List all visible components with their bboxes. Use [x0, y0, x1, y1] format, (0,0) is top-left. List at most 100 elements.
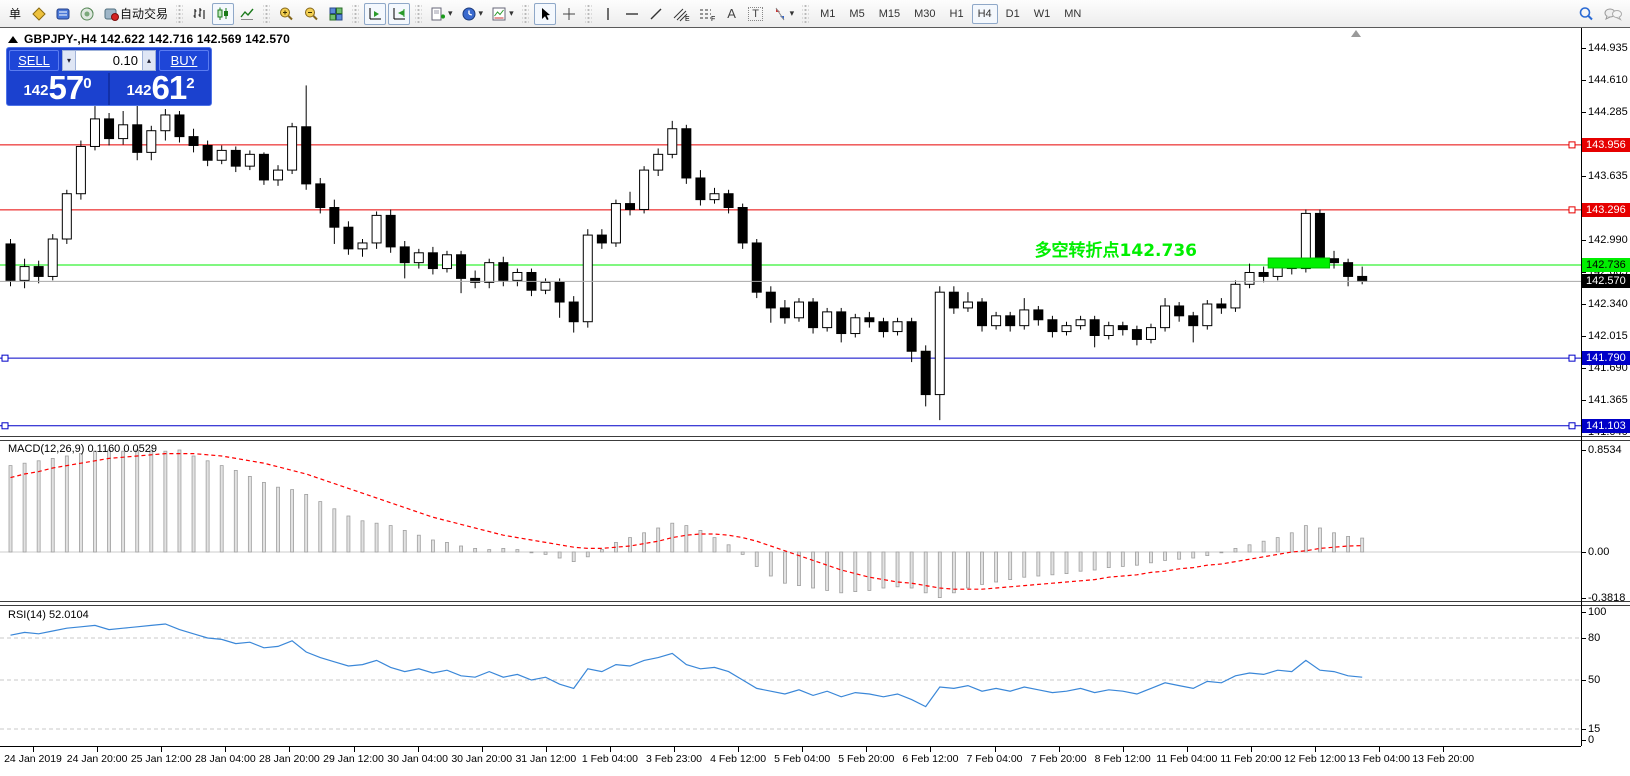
time-label: 6 Feb 12:00 [902, 753, 959, 765]
vertical-line-button[interactable] [597, 3, 619, 25]
profiles-button[interactable] [52, 3, 74, 25]
chart-shift-icon [369, 7, 382, 19]
candles[interactable] [5, 61, 1368, 421]
timeframe-button-M1[interactable]: M1 [820, 7, 836, 20]
volume-decrease-button[interactable]: ▾ [62, 50, 76, 71]
timeframe-button-M30[interactable]: M30 [914, 7, 936, 20]
cursor-button[interactable] [533, 2, 556, 25]
buy-price[interactable]: 142 61 2 [110, 71, 211, 105]
bull-candle [287, 126, 298, 171]
line-handle[interactable] [1568, 206, 1576, 214]
time-label: 25 Jan 12:00 [130, 753, 192, 765]
chat-button[interactable] [1600, 3, 1626, 25]
bull-candle [582, 234, 593, 323]
toolbar-grip [352, 4, 360, 23]
time-label: 24 Jan 20:00 [66, 753, 128, 765]
search-button[interactable] [1575, 3, 1598, 25]
main-chart-pane[interactable] [0, 28, 1630, 436]
macd-tick-dash [1581, 552, 1586, 553]
volume-increase-button[interactable]: ▴ [142, 50, 156, 71]
time-tick [994, 747, 996, 752]
macd-signal-line [10, 453, 1363, 590]
buy-button[interactable]: BUY [159, 50, 209, 71]
collapse-triangle-icon[interactable] [8, 35, 18, 43]
bear-candle [1314, 212, 1325, 260]
indicators-button[interactable]: ▾ [427, 3, 456, 25]
timeframe-button-H1[interactable]: H1 [949, 7, 964, 20]
templates-button[interactable]: ▾ [488, 3, 517, 25]
candlestick-chart-button[interactable] [212, 2, 235, 25]
chart-shift-button[interactable] [364, 2, 387, 25]
trendline-button[interactable] [645, 3, 667, 25]
vertical-line-icon [606, 7, 609, 20]
arrows-tool-button[interactable]: ▾ [769, 3, 798, 25]
bear-candle [470, 277, 481, 283]
macd-pane[interactable] [0, 441, 1630, 601]
autotrading-button[interactable]: 自动交易 [100, 3, 171, 25]
zoom-out-button[interactable] [300, 3, 323, 25]
channel-button[interactable]: E [669, 3, 693, 25]
toolbar-grip [176, 4, 184, 23]
timeframe-button-M15[interactable]: M15 [878, 7, 901, 20]
bar-chart-button[interactable] [188, 3, 210, 25]
line-handle[interactable] [1568, 354, 1576, 362]
bull-candle [1145, 327, 1156, 340]
text-label-icon: T [748, 6, 763, 21]
new-order-button[interactable]: 单 [4, 3, 26, 25]
volume-input[interactable] [76, 50, 142, 71]
text-tool-button[interactable]: A [721, 3, 743, 25]
time-tick [930, 747, 932, 752]
sell-button[interactable]: SELL [9, 50, 59, 71]
time-label: 7 Feb 04:00 [966, 753, 1023, 765]
bear-candle [315, 183, 326, 209]
bull-candle [653, 153, 664, 171]
line-handle[interactable] [1568, 422, 1576, 430]
crosshair-icon [562, 7, 575, 20]
line-handle[interactable] [1568, 141, 1576, 149]
fibonacci-button[interactable]: F [695, 3, 719, 25]
timeframe-button-D1[interactable]: D1 [1005, 7, 1020, 20]
auto-scroll-button[interactable] [388, 2, 411, 25]
periods-button[interactable]: ▾ [458, 3, 487, 25]
timeframe-button-MN[interactable]: MN [1064, 7, 1082, 20]
horizontal-line-button[interactable] [621, 3, 643, 25]
timeframe-button-H4[interactable]: H4 [971, 3, 998, 24]
new-chart-button[interactable] [28, 3, 50, 25]
svg-text:F: F [711, 16, 715, 22]
crosshair-button[interactable] [558, 3, 580, 25]
line-handle[interactable] [1, 354, 9, 362]
bull-candle [1202, 303, 1213, 327]
pane-separator[interactable] [0, 601, 1630, 606]
time-label: 7 Feb 20:00 [1030, 753, 1087, 765]
new-order-label: 单 [8, 7, 21, 21]
pivot-zone-rect[interactable] [1267, 257, 1331, 269]
price-marker-141.103: 141.103 [1582, 418, 1630, 433]
bull-candle [160, 114, 171, 132]
price-tick-dash [1581, 335, 1586, 337]
pane-separator[interactable] [0, 436, 1630, 441]
timeframe-button-W1[interactable]: W1 [1033, 7, 1051, 20]
zoom-in-button[interactable] [275, 3, 298, 25]
rsi-tick-dash [1581, 740, 1586, 741]
rsi-pane[interactable] [0, 606, 1630, 746]
sell-price-sup: 0 [83, 75, 92, 92]
bull-candle [357, 242, 368, 250]
strategy-tester-button[interactable] [76, 3, 98, 25]
sell-price-big: 57 [48, 68, 84, 106]
line-handle[interactable] [1, 422, 9, 430]
tile-windows-button[interactable] [325, 3, 347, 25]
line-chart-button[interactable] [236, 3, 258, 25]
time-label: 5 Feb 20:00 [838, 753, 895, 765]
horizontal-level-lines[interactable] [0, 144, 1581, 427]
caret-down-icon: ▾ [448, 8, 453, 18]
panel-divider [108, 73, 110, 105]
text-label-tool-button[interactable]: T [745, 3, 767, 25]
bear-candle [1329, 258, 1340, 264]
timeframe-button-M5[interactable]: M5 [849, 7, 865, 20]
toolbar-grip [802, 4, 810, 23]
time-tick [353, 747, 355, 752]
profiles-icon [56, 8, 70, 19]
bull-candle [639, 169, 650, 210]
sell-price[interactable]: 142 57 0 [7, 68, 108, 106]
bull-candle [441, 254, 452, 270]
